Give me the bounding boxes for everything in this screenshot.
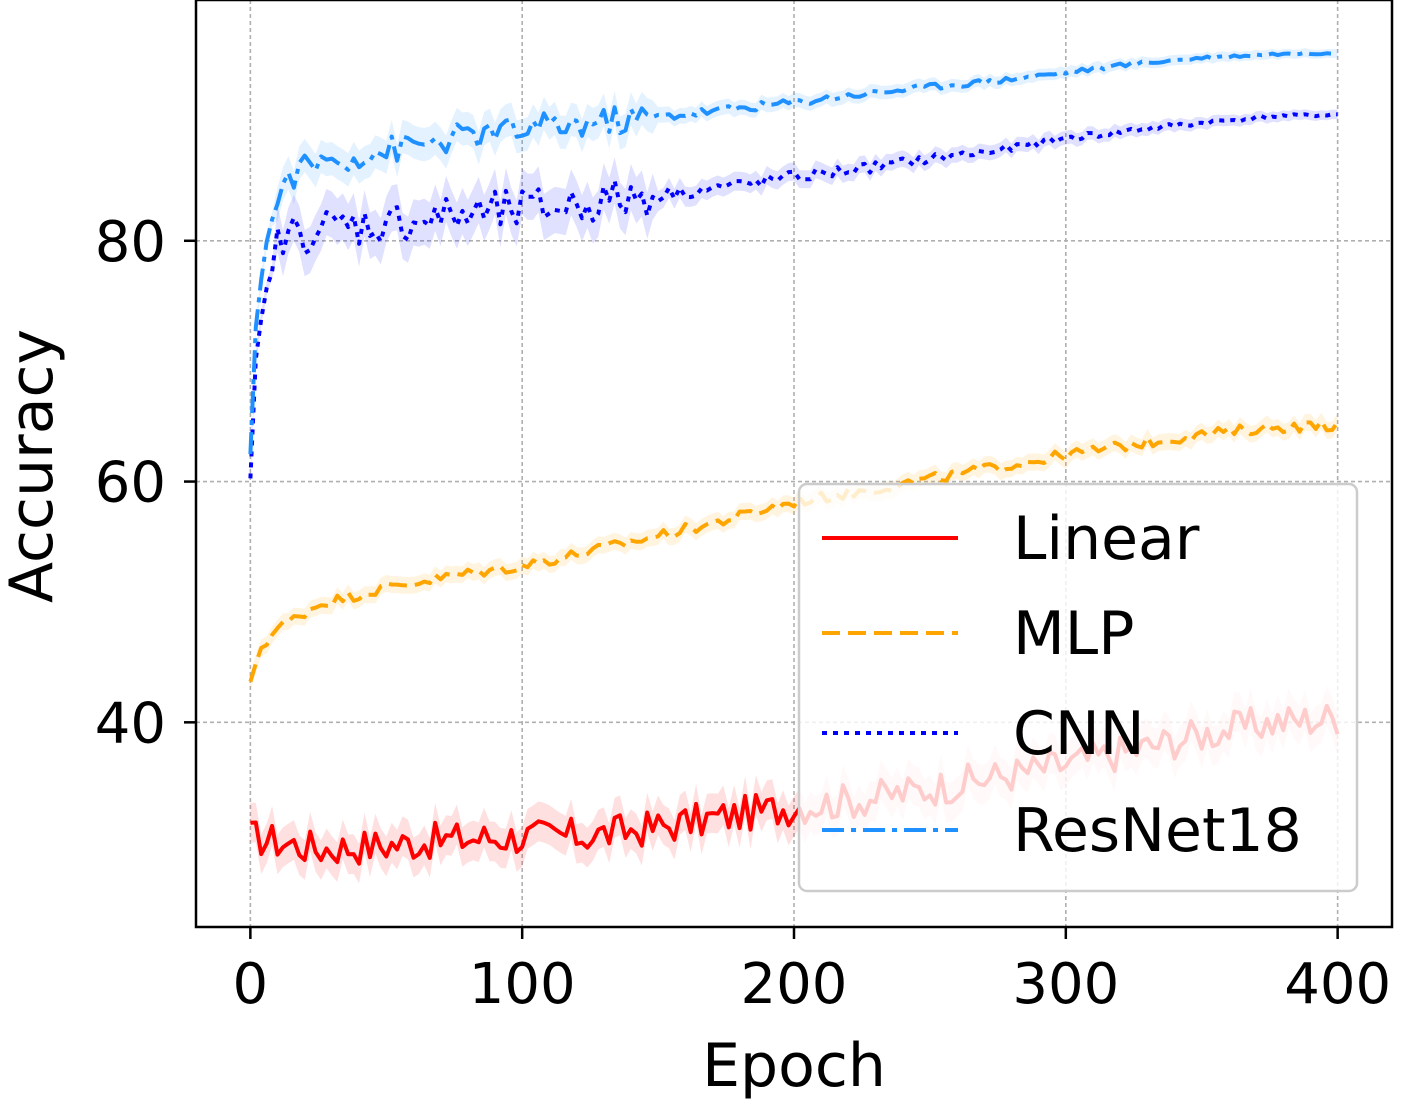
y-tick-label: 40 <box>95 691 166 756</box>
legend-label-resnet18: ResNet18 <box>1013 796 1302 866</box>
series-lines <box>248 48 1340 884</box>
legend-box <box>797 482 1359 893</box>
series-line-cnn <box>248 112 1338 479</box>
y-axis-title: Accuracy <box>0 329 67 603</box>
y-tick-label: 60 <box>95 451 166 516</box>
legend-label-linear: Linear <box>1013 504 1200 574</box>
series-band-resnet18 <box>250 48 1338 461</box>
series-band-linear <box>250 686 1338 884</box>
grid-lines <box>196 0 1392 927</box>
series-band-cnn <box>250 109 1338 486</box>
y-tick-label: 80 <box>95 210 166 275</box>
x-tick-label: 400 <box>1284 952 1391 1017</box>
legend-label-mlp: MLP <box>1013 599 1134 669</box>
legend: Linear MLP CNN ResNet18 <box>797 482 1359 893</box>
x-tick-label: 100 <box>469 952 576 1017</box>
x-axis-title: Epoch <box>702 1031 886 1100</box>
series-line-resnet18 <box>248 50 1338 455</box>
x-tick-label: 300 <box>1012 952 1119 1017</box>
x-tick-label: 200 <box>741 952 848 1017</box>
series-line-mlp <box>248 419 1340 683</box>
axis-ticks: 0 100 200 300 400 40 60 80 <box>95 210 1391 1017</box>
legend-label-cnn: CNN <box>1013 699 1145 769</box>
x-tick-label: 0 <box>233 952 269 1017</box>
